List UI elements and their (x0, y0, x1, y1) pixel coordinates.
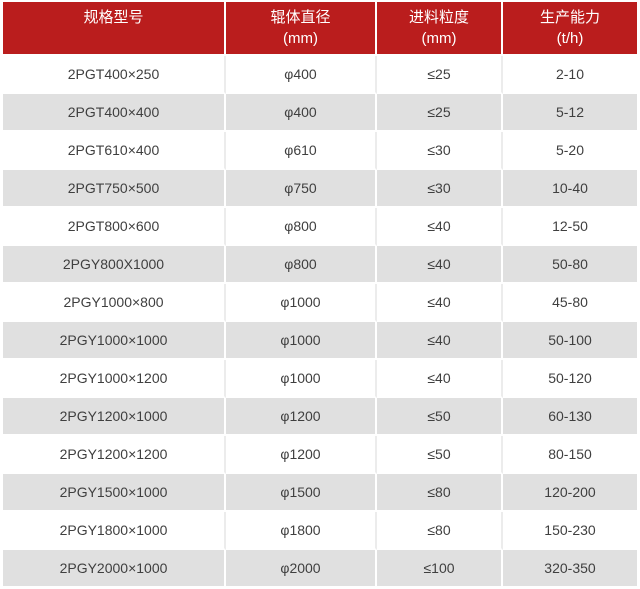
cell-model: 2PGT400×400 (3, 94, 226, 132)
cell-feed-size: ≤40 (377, 360, 503, 398)
cell-model: 2PGY1200×1200 (3, 436, 226, 474)
col-header-roller-diameter: 辊体直径 (mm) (226, 2, 377, 56)
col-header-title: 辊体直径 (270, 9, 331, 26)
cell-roller-diameter: φ1500 (226, 474, 377, 512)
table-row: 2PGY800X1000 φ800 ≤40 50-80 (3, 246, 637, 284)
cell-capacity: 320-350 (503, 550, 637, 588)
cell-capacity: 5-12 (503, 94, 637, 132)
table-row: 2PGY1000×1000 φ1000 ≤40 50-100 (3, 322, 637, 360)
cell-feed-size: ≤40 (377, 284, 503, 322)
cell-roller-diameter: φ1200 (226, 436, 377, 474)
cell-model: 2PGT750×500 (3, 170, 226, 208)
table-row: 2PGY1500×1000 φ1500 ≤80 120-200 (3, 474, 637, 512)
cell-roller-diameter: φ1000 (226, 284, 377, 322)
table-row: 2PGT400×400 φ400 ≤25 5-12 (3, 94, 637, 132)
cell-roller-diameter: φ1000 (226, 360, 377, 398)
col-header-capacity: 生产能力 (t/h) (503, 2, 637, 56)
col-header-unit: (mm) (421, 30, 457, 47)
cell-capacity: 150-230 (503, 512, 637, 550)
cell-capacity: 60-130 (503, 398, 637, 436)
cell-roller-diameter: φ400 (226, 94, 377, 132)
cell-feed-size: ≤40 (377, 322, 503, 360)
cell-capacity: 5-20 (503, 132, 637, 170)
cell-model: 2PGY1000×800 (3, 284, 226, 322)
cell-capacity: 50-100 (503, 322, 637, 360)
table-row: 2PGY1000×800 φ1000 ≤40 45-80 (3, 284, 637, 322)
table-row: 2PGY1800×1000 φ1800 ≤80 150-230 (3, 512, 637, 550)
cell-model: 2PGY1000×1000 (3, 322, 226, 360)
cell-roller-diameter: φ800 (226, 208, 377, 246)
cell-feed-size: ≤30 (377, 132, 503, 170)
cell-roller-diameter: φ800 (226, 246, 377, 284)
col-header-title: 规格型号 (83, 9, 144, 26)
table-row: 2PGT400×250 φ400 ≤25 2-10 (3, 56, 637, 94)
cell-model: 2PGY2000×1000 (3, 550, 226, 588)
col-header-title: 进料粒度 (408, 9, 469, 26)
cell-feed-size: ≤100 (377, 550, 503, 588)
cell-capacity: 12-50 (503, 208, 637, 246)
cell-feed-size: ≤40 (377, 246, 503, 284)
cell-roller-diameter: φ1000 (226, 322, 377, 360)
cell-model: 2PGY1800×1000 (3, 512, 226, 550)
cell-capacity: 2-10 (503, 56, 637, 94)
table-row: 2PGY1200×1200 φ1200 ≤50 80-150 (3, 436, 637, 474)
col-header-unit: (mm) (283, 30, 318, 47)
cell-capacity: 50-80 (503, 246, 637, 284)
col-header-feed-size: 进料粒度 (mm) (377, 2, 503, 56)
col-header-title: 生产能力 (539, 9, 600, 26)
cell-feed-size: ≤25 (377, 56, 503, 94)
col-header-model: 规格型号 (3, 2, 226, 56)
cell-capacity: 50-120 (503, 360, 637, 398)
table-row: 2PGY1000×1200 φ1000 ≤40 50-120 (3, 360, 637, 398)
cell-capacity: 45-80 (503, 284, 637, 322)
cell-model: 2PGT400×250 (3, 56, 226, 94)
cell-feed-size: ≤80 (377, 512, 503, 550)
cell-roller-diameter: φ400 (226, 56, 377, 94)
cell-capacity: 120-200 (503, 474, 637, 512)
cell-roller-diameter: φ2000 (226, 550, 377, 588)
cell-roller-diameter: φ1800 (226, 512, 377, 550)
cell-roller-diameter: φ750 (226, 170, 377, 208)
table-row: 2PGY2000×1000 φ2000 ≤100 320-350 (3, 550, 637, 588)
cell-feed-size: ≤25 (377, 94, 503, 132)
cell-roller-diameter: φ1200 (226, 398, 377, 436)
cell-feed-size: ≤50 (377, 398, 503, 436)
table-header: 规格型号 辊体直径 (mm) 进料粒度 (mm) 生产能力 (t/h) (3, 2, 637, 56)
cell-model: 2PGY1200×1000 (3, 398, 226, 436)
cell-roller-diameter: φ610 (226, 132, 377, 170)
table-row: 2PGY1200×1000 φ1200 ≤50 60-130 (3, 398, 637, 436)
col-header-unit (3, 28, 224, 49)
spec-table: 规格型号 辊体直径 (mm) 进料粒度 (mm) 生产能力 (t/h) 2PGT… (3, 2, 637, 588)
table-row: 2PGT750×500 φ750 ≤30 10-40 (3, 170, 637, 208)
cell-model: 2PGY1500×1000 (3, 474, 226, 512)
cell-model: 2PGT800×600 (3, 208, 226, 246)
cell-model: 2PGY800X1000 (3, 246, 226, 284)
cell-capacity: 10-40 (503, 170, 637, 208)
table-row: 2PGT800×600 φ800 ≤40 12-50 (3, 208, 637, 246)
table-row: 2PGT610×400 φ610 ≤30 5-20 (3, 132, 637, 170)
cell-feed-size: ≤50 (377, 436, 503, 474)
col-header-unit: (t/h) (556, 30, 584, 47)
cell-model: 2PGY1000×1200 (3, 360, 226, 398)
cell-capacity: 80-150 (503, 436, 637, 474)
cell-model: 2PGT610×400 (3, 132, 226, 170)
cell-feed-size: ≤80 (377, 474, 503, 512)
cell-feed-size: ≤40 (377, 208, 503, 246)
header-row: 规格型号 辊体直径 (mm) 进料粒度 (mm) 生产能力 (t/h) (3, 2, 637, 56)
table-body: 2PGT400×250 φ400 ≤25 2-10 2PGT400×400 φ400 ≤25… (3, 56, 637, 588)
cell-feed-size: ≤30 (377, 170, 503, 208)
